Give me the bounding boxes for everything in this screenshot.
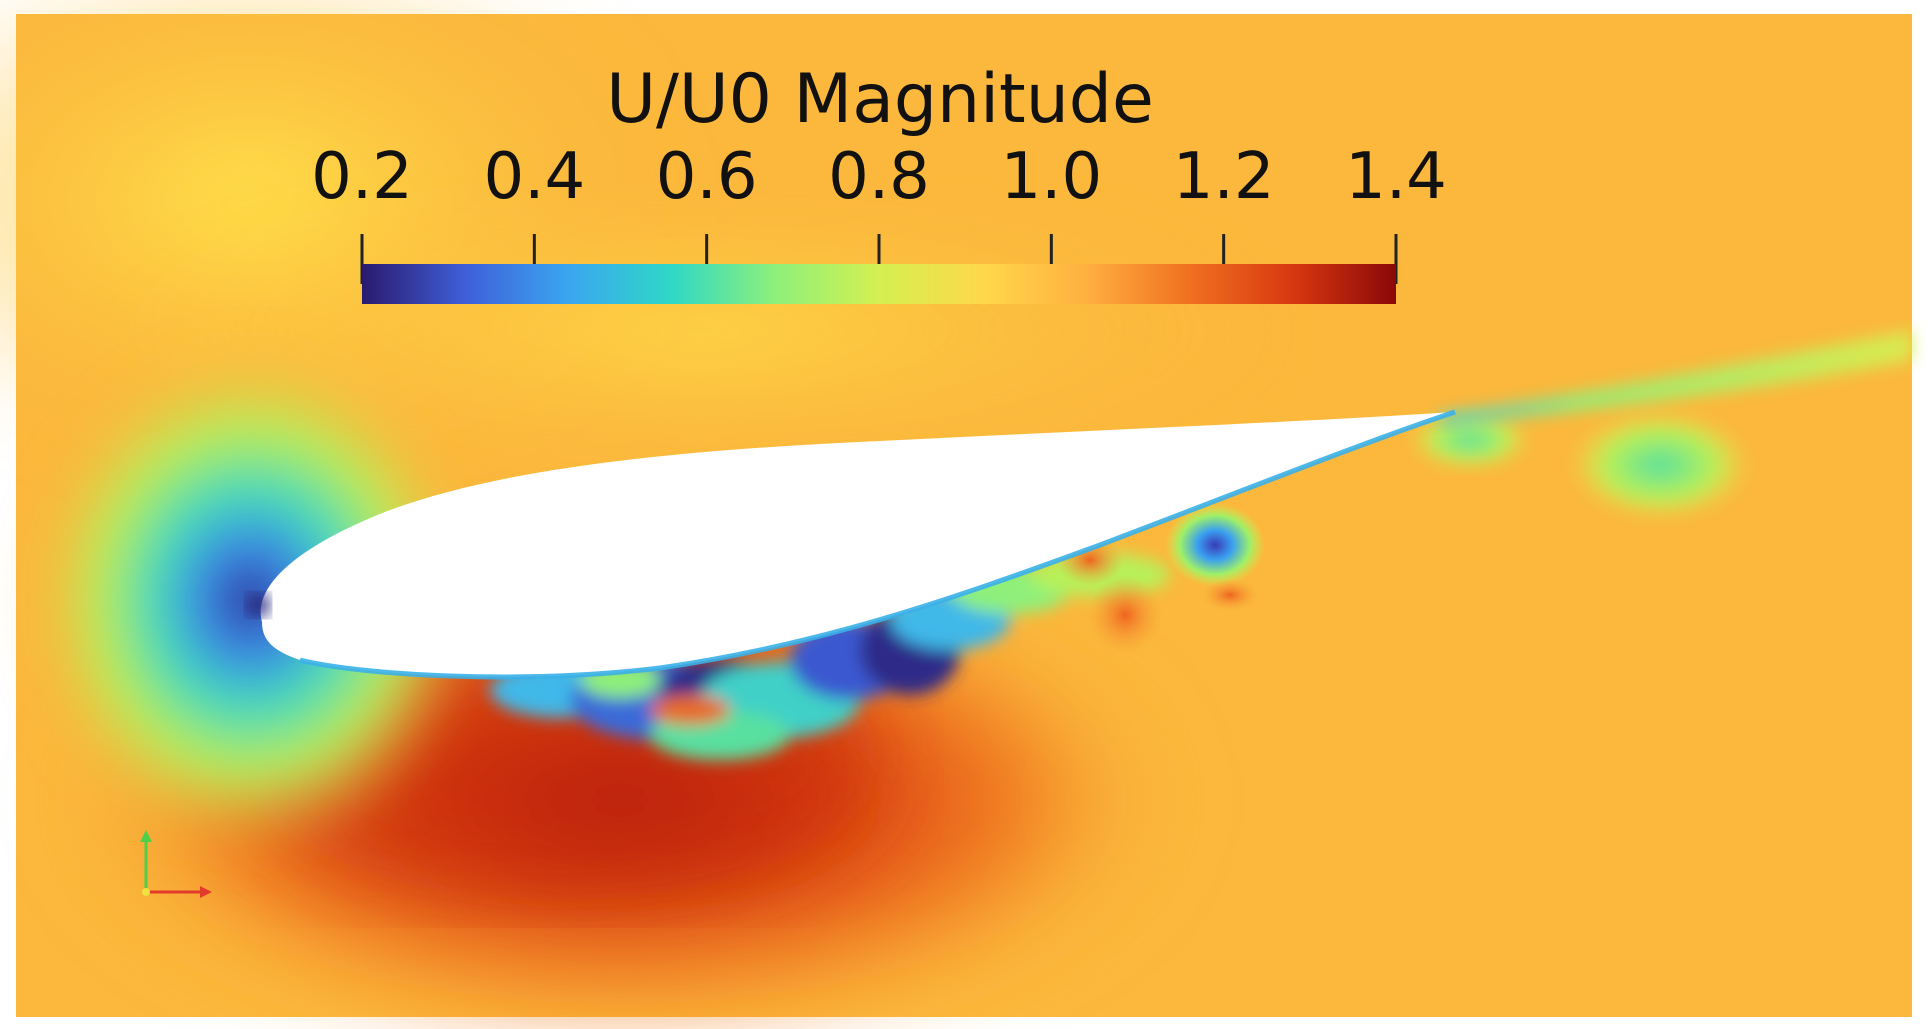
colorbar-bar — [362, 264, 1396, 304]
colorbar: U/U0 Magnitude 0.2 0.4 0.6 0.8 1.0 1.2 1.4 — [311, 60, 1447, 304]
colorbar-tick-label: 1.0 — [1000, 140, 1102, 214]
axis-y-arrowhead — [140, 830, 152, 842]
colorbar-tick-label: 1.4 — [1345, 140, 1447, 214]
colorbar-tick-label: 0.4 — [483, 140, 585, 214]
vortex-blue — [1165, 503, 1265, 587]
wake-blob-green — [1570, 410, 1750, 520]
colorbar-tick-label: 1.2 — [1173, 140, 1275, 214]
boundary-layer — [299, 409, 1456, 680]
axis-x-arrowhead — [200, 886, 212, 898]
axis-z-marker — [142, 888, 150, 896]
separated-wake — [490, 553, 1170, 760]
axes-triad — [140, 830, 212, 898]
leading-edge-stagnation-point — [246, 593, 270, 617]
colorbar-title: U/U0 Magnitude — [606, 60, 1154, 139]
orange-spot-2 — [1087, 575, 1163, 655]
colorbar-tick-label: 0.2 — [311, 140, 413, 214]
orange-spot-3 — [1202, 579, 1258, 611]
colorbar-tick-label: 0.6 — [656, 140, 758, 214]
airfoil — [260, 412, 1455, 677]
colorbar-tick-label: 0.8 — [828, 140, 930, 214]
trailing-wake — [1440, 330, 1912, 425]
colorbar-ticks: 0.2 0.4 0.6 0.8 1.0 1.2 1.4 — [311, 140, 1447, 284]
